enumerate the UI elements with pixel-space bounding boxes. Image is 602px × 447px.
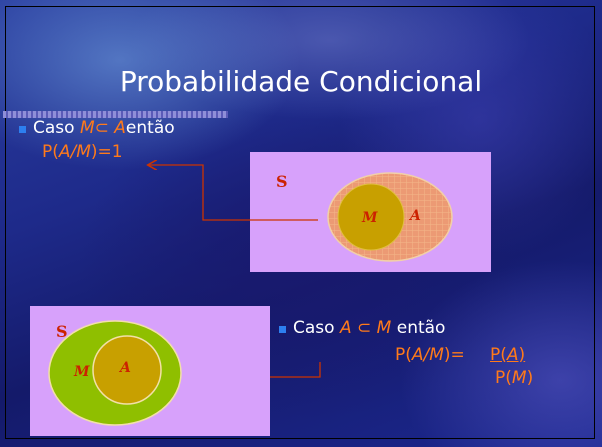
entao-label: então [396,318,446,338]
bullet-marker-icon [279,326,286,333]
title-underline-bar [3,111,228,118]
numerator-var: A [506,345,519,365]
denominator-suffix: ) [526,368,534,388]
top-bullet-line: Caso M⊂ Aentão [33,118,175,138]
formula-suffix: )=1 [90,142,123,162]
bottom-connector-line [270,362,321,378]
bottom-bullet-line: Caso A ⊂ M então [293,318,445,338]
set-m-circle [337,183,405,251]
lhs-prefix: P( [395,345,412,365]
lhs-suffix: )= [443,345,465,365]
top-venn-svg [327,172,453,262]
formula-prefix: P( [42,142,59,162]
caso-label: Caso [293,318,335,338]
numerator-prefix: P( [490,345,507,365]
bullet-marker-icon [19,126,26,133]
slide-title: Probabilidade Condicional [119,65,483,98]
set-a-symbol: A [339,318,352,338]
numerator-suffix: ) [518,345,526,365]
caso-label: Caso [33,118,75,138]
denominator-prefix: P( [495,368,512,388]
lhs-expr: A/M [411,345,444,365]
subset-symbol: ⊂ [357,318,372,338]
subset-symbol: ⊂ [94,118,109,138]
set-m-symbol: M [376,318,392,338]
inner-set-label: A [120,360,131,376]
set-a-circle [92,335,162,405]
bottom-venn-panel: S M A [30,306,270,436]
set-a-symbol: A [114,118,126,138]
formula-denominator: P(M) [495,368,533,388]
entao-label: então [125,118,175,138]
formula-expr: A/M [58,142,91,162]
outer-set-label: A [410,208,421,224]
formula-numerator: P(A) [490,345,525,365]
top-venn-panel: S M A [250,152,491,272]
outer-set-label: M [74,364,90,380]
denominator-var: M [511,368,527,388]
bottom-formula-lhs: P(A/M)= [395,345,465,365]
universe-label: S [56,322,68,341]
top-result-formula: P(A/M)=1 [42,142,123,162]
bottom-venn-svg [48,320,182,426]
set-m-symbol: M [79,118,95,138]
inner-set-label: M [362,210,378,226]
universe-label: S [276,172,288,191]
